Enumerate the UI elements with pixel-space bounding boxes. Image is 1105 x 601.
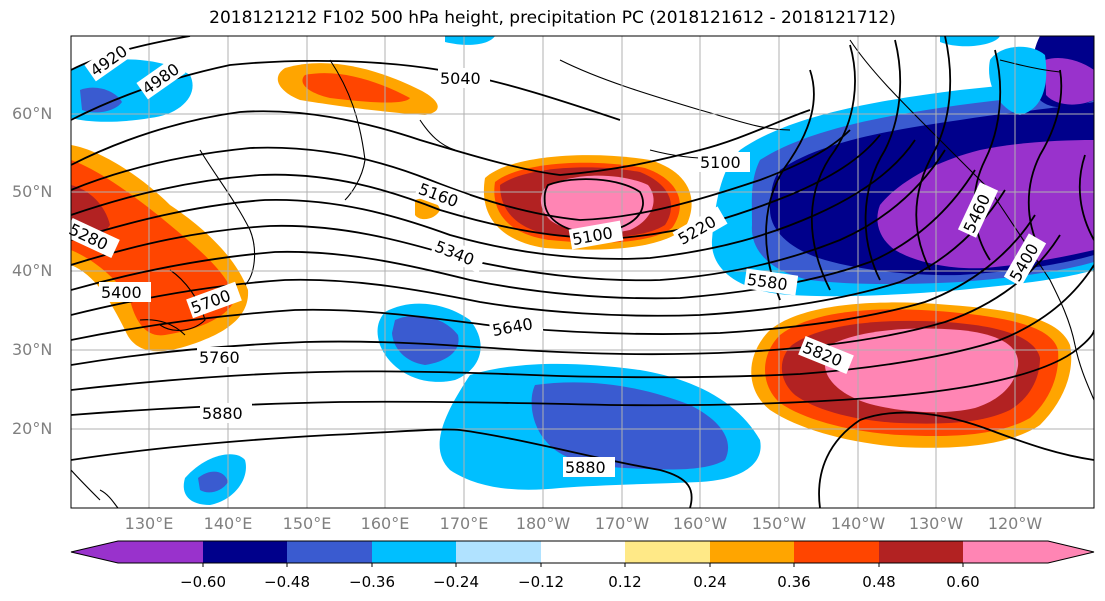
height-contours bbox=[71, 36, 1094, 508]
colorbar-segment bbox=[710, 541, 794, 563]
longitude-label: 170°E bbox=[439, 514, 489, 533]
longitude-label: 130°W bbox=[908, 514, 964, 533]
colorbar-tick-label: −0.60 bbox=[180, 573, 226, 591]
contour-label: 5880 bbox=[202, 404, 243, 423]
colorbar-segment bbox=[203, 541, 287, 563]
precip-shading bbox=[71, 36, 1094, 505]
map-frame bbox=[70, 35, 1095, 509]
colorbar-tick-label: 0.12 bbox=[608, 573, 642, 591]
colorbar-segment bbox=[625, 541, 710, 563]
colorbar-tick-label: 0.48 bbox=[862, 573, 896, 591]
colorbar-segment bbox=[118, 541, 203, 563]
colorbar-outline bbox=[70, 540, 1095, 564]
colorbar-extend-high bbox=[1048, 541, 1094, 563]
latitude-label: 60°N bbox=[12, 104, 53, 123]
colorbar-segment bbox=[794, 541, 879, 563]
longitude-label: 140°E bbox=[203, 514, 253, 533]
map-plot-area bbox=[71, 36, 1094, 508]
colorbar bbox=[70, 540, 1095, 567]
contour-label: 5040 bbox=[440, 69, 481, 88]
colorbar-tick-label: 0.36 bbox=[777, 573, 811, 591]
colorbar-segment bbox=[879, 541, 963, 563]
colorbar-tick-label: −0.12 bbox=[518, 573, 564, 591]
colorbar-extend-low bbox=[71, 541, 118, 563]
colorbar-tick-label: −0.36 bbox=[349, 573, 395, 591]
contour-label: 5760 bbox=[199, 348, 240, 367]
colorbar-segment bbox=[287, 541, 372, 563]
longitude-label: 120°W bbox=[987, 514, 1043, 533]
longitude-label: 160°E bbox=[360, 514, 410, 533]
contour-label: 5100 bbox=[700, 153, 741, 172]
contour-label: 5880 bbox=[565, 458, 606, 477]
colorbar-tick-label: 0.24 bbox=[693, 573, 727, 591]
map-title: 2018121212 F102 500 hPa height, precipit… bbox=[209, 8, 896, 28]
longitude-label: 180°W bbox=[515, 514, 571, 533]
contour-label: 5400 bbox=[101, 283, 142, 302]
colorbar-tick-label: −0.48 bbox=[264, 573, 310, 591]
latitude-label: 30°N bbox=[12, 340, 53, 359]
longitude-label: 160°W bbox=[672, 514, 728, 533]
longitude-label: 150°W bbox=[751, 514, 807, 533]
colorbar-tick-label: 0.60 bbox=[946, 573, 980, 591]
longitude-label: 150°E bbox=[282, 514, 332, 533]
colorbar-segment bbox=[456, 541, 541, 563]
longitude-label: 170°W bbox=[594, 514, 650, 533]
longitude-label: 130°E bbox=[124, 514, 174, 533]
latitude-label: 20°N bbox=[12, 419, 53, 438]
colorbar-tick-label: −0.24 bbox=[433, 573, 479, 591]
colorbar-segment bbox=[372, 541, 456, 563]
latitude-label: 50°N bbox=[12, 182, 53, 201]
colorbar-segment bbox=[541, 541, 625, 563]
colorbar-segment bbox=[963, 541, 1048, 563]
latitude-label: 40°N bbox=[12, 261, 53, 280]
longitude-label: 140°W bbox=[830, 514, 886, 533]
